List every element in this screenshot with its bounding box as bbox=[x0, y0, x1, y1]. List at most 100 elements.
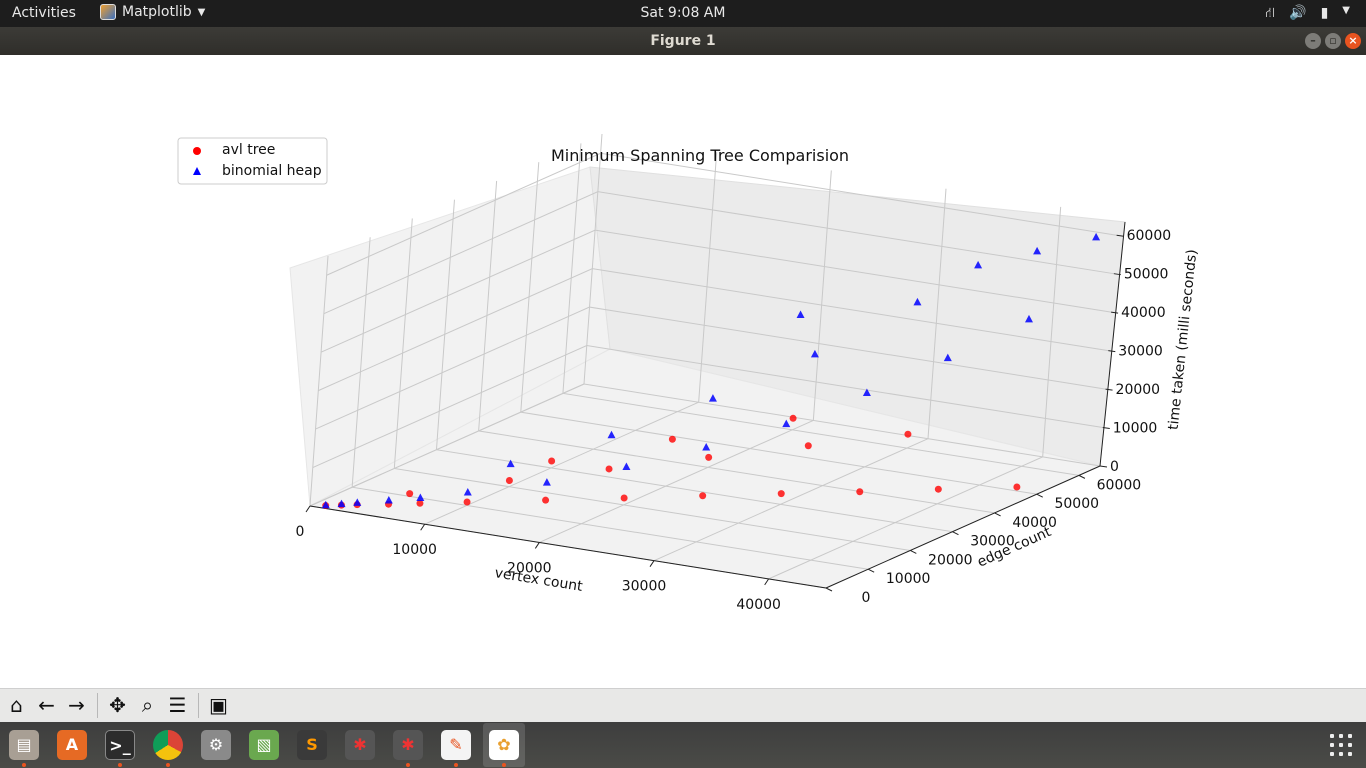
data-point bbox=[505, 477, 513, 485]
gridline bbox=[318, 268, 1109, 392]
z-tick-label: 10000 bbox=[1113, 421, 1158, 437]
series-binomial-heap bbox=[321, 232, 1101, 509]
data-point bbox=[353, 498, 362, 506]
toolbar-separator bbox=[198, 693, 199, 718]
maximize-button[interactable]: ▫ bbox=[1325, 33, 1341, 49]
system-tray[interactable]: ⛙ 🔊 ▮ ▼ bbox=[1265, 5, 1350, 23]
data-point bbox=[1033, 246, 1042, 255]
data-point bbox=[796, 310, 805, 318]
data-point bbox=[605, 465, 613, 473]
data-point bbox=[943, 353, 952, 362]
z-tick-label: 60000 bbox=[1127, 228, 1172, 244]
x-tick bbox=[764, 578, 770, 586]
battery-icon[interactable]: ▮ bbox=[1320, 5, 1329, 21]
z-tick-label: 0 bbox=[1110, 459, 1119, 475]
settings-icon[interactable]: ⚙ bbox=[201, 730, 231, 760]
terminal-icon[interactable]: >_ bbox=[105, 730, 135, 760]
clock[interactable]: Sat 9:08 AM bbox=[640, 5, 726, 21]
figure-canvas[interactable]: 0 10000 20000 30000 40000 0 10000 20000 30000 400… bbox=[0, 55, 1366, 688]
data-point bbox=[862, 388, 871, 397]
home-icon[interactable]: ⌂ bbox=[10, 693, 23, 717]
y-tick-label: 30000 bbox=[970, 534, 1015, 550]
matplotlib-app-icon bbox=[100, 4, 116, 20]
text-editor-icon[interactable]: ✎ bbox=[441, 730, 471, 760]
forward-icon[interactable]: → bbox=[68, 693, 85, 717]
data-point bbox=[777, 490, 785, 498]
image-viewer-icon[interactable]: ▧ bbox=[249, 730, 279, 760]
save-icon[interactable]: ▣ bbox=[209, 693, 228, 717]
network-app-icon[interactable]: ✱ bbox=[345, 730, 375, 760]
show-applications-icon[interactable] bbox=[1330, 734, 1352, 756]
data-point bbox=[804, 442, 812, 450]
data-point bbox=[1024, 314, 1033, 323]
legend-marker-binomial-heap bbox=[193, 167, 201, 175]
data-point bbox=[856, 488, 864, 496]
minimize-button[interactable]: – bbox=[1305, 33, 1321, 49]
z-tick-label: 40000 bbox=[1121, 305, 1166, 321]
chart-title: Minimum Spanning Tree Comparision bbox=[551, 146, 849, 165]
axes-panes bbox=[289, 166, 1126, 589]
app-menu[interactable]: Matplotlib ▼ bbox=[100, 4, 205, 20]
close-button[interactable]: × bbox=[1345, 33, 1361, 49]
window-title: Figure 1 bbox=[650, 33, 716, 49]
z-tick bbox=[1102, 427, 1110, 430]
data-point bbox=[699, 492, 707, 500]
data-point bbox=[702, 442, 711, 451]
x-tick-label: 10000 bbox=[392, 542, 437, 558]
x-tick bbox=[420, 523, 426, 531]
y-tick-label: 50000 bbox=[1054, 496, 1099, 512]
data-point bbox=[463, 487, 472, 496]
data-points bbox=[321, 232, 1101, 510]
configure-icon[interactable]: ☰ bbox=[168, 693, 187, 717]
data-point bbox=[668, 435, 676, 443]
z-axis-label: time taken (milli seconds) bbox=[1166, 248, 1201, 430]
scatter-3d-plot[interactable]: 0 10000 20000 30000 40000 0 10000 20000 30000 400… bbox=[0, 55, 1366, 688]
x-tick-label: 40000 bbox=[736, 597, 781, 613]
window-titlebar[interactable]: Figure 1 – ▫ × bbox=[0, 27, 1366, 55]
chrome-icon[interactable] bbox=[153, 730, 183, 760]
data-point bbox=[620, 494, 628, 502]
sublime-text-icon[interactable]: S bbox=[297, 730, 327, 760]
z-tick-label: 50000 bbox=[1124, 267, 1169, 283]
y-tick-label: 20000 bbox=[928, 552, 973, 568]
files-icon[interactable]: ▤ bbox=[9, 730, 39, 760]
chevron-down-icon[interactable]: ▼ bbox=[1342, 5, 1350, 16]
taskbar-dock: ▤ A >_ ⚙ ▧ S ✱ ✱ ✎ ✿ bbox=[0, 722, 1366, 768]
gridline bbox=[323, 191, 1114, 315]
activities-button[interactable]: Activities bbox=[12, 5, 76, 21]
z-tick bbox=[1105, 388, 1113, 391]
y-tick bbox=[910, 550, 917, 554]
running-indicator bbox=[502, 763, 506, 767]
legend: avl tree binomial heap bbox=[177, 137, 328, 185]
x-tick-label: 20000 bbox=[507, 560, 552, 576]
data-point bbox=[416, 493, 425, 502]
legend-label-avl-tree: avl tree bbox=[222, 142, 275, 158]
data-point bbox=[934, 485, 942, 493]
network-app-icon[interactable]: ✱ bbox=[393, 730, 423, 760]
app-menu-label: Matplotlib bbox=[122, 4, 192, 20]
running-indicator bbox=[406, 763, 410, 767]
x-tick bbox=[305, 505, 311, 513]
running-indicator bbox=[22, 763, 26, 767]
pan-icon[interactable]: ✥ bbox=[109, 693, 126, 717]
chevron-down-icon: ▼ bbox=[197, 6, 206, 18]
network-icon[interactable]: ⛙ bbox=[1265, 5, 1276, 21]
gridline bbox=[320, 229, 1112, 353]
back-icon[interactable]: ← bbox=[38, 693, 55, 717]
y-tick bbox=[1078, 474, 1086, 479]
gridline bbox=[309, 383, 1101, 507]
x-tick bbox=[649, 560, 655, 567]
data-point bbox=[782, 419, 791, 428]
z-tick bbox=[1108, 350, 1116, 353]
data-point bbox=[384, 495, 393, 504]
software-center-icon[interactable]: A bbox=[57, 730, 87, 760]
y-tick bbox=[952, 531, 959, 536]
zoom-icon[interactable]: ⌕ bbox=[141, 693, 154, 717]
y-tick bbox=[825, 587, 833, 592]
data-point bbox=[708, 394, 717, 402]
data-point bbox=[337, 499, 346, 508]
volume-icon[interactable]: 🔊 bbox=[1289, 5, 1307, 21]
z-tick bbox=[1116, 234, 1124, 237]
matplotlib-dock-icon[interactable]: ✿ bbox=[489, 730, 519, 760]
tick-labels: 0 10000 20000 30000 40000 0 10000 20000 30000 400… bbox=[296, 228, 1172, 613]
